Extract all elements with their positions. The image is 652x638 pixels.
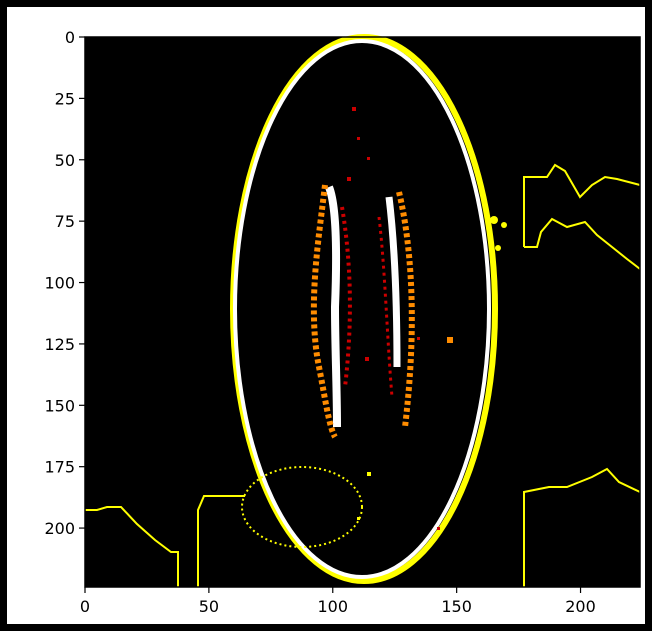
right-mid-trace-b xyxy=(524,217,641,270)
x-tick-label: 0 xyxy=(80,597,90,616)
dot xyxy=(501,222,507,228)
dot xyxy=(490,216,498,224)
left-trace-line xyxy=(85,506,179,587)
left-trace-step xyxy=(197,495,245,587)
cluster-bottom-left xyxy=(241,466,363,548)
y-tick-label: 100 xyxy=(44,274,75,293)
figure: 0 50 100 150 200 0 25 50 75 100 125 150 175 200 xyxy=(44,28,641,616)
y-tick-label: 150 xyxy=(44,396,75,415)
y-tick-label: 175 xyxy=(44,458,75,477)
y-tick-label: 25 xyxy=(55,89,75,108)
x-tick-label: 150 xyxy=(441,597,472,616)
dot xyxy=(495,245,501,251)
axes-frame xyxy=(84,36,641,588)
image-background xyxy=(85,37,640,587)
inner-right-structure xyxy=(377,191,415,428)
x-tick-label: 100 xyxy=(317,597,348,616)
y-tick-label: 200 xyxy=(44,519,75,538)
x-tick-label: 50 xyxy=(199,597,219,616)
y-tick-label: 50 xyxy=(55,151,75,170)
y-axis: 0 25 50 75 100 125 150 175 200 xyxy=(44,28,85,538)
x-axis: 0 50 100 150 200 xyxy=(80,587,596,616)
heatmap-image xyxy=(85,34,641,587)
x-tick-label: 200 xyxy=(565,597,596,616)
y-tick-label: 75 xyxy=(55,212,75,231)
right-upper-trace-line xyxy=(523,467,641,587)
inner-left-structure xyxy=(310,184,352,439)
right-mid-trace-a xyxy=(523,163,641,247)
y-tick-label: 125 xyxy=(44,335,75,354)
outer-ring-white xyxy=(233,39,491,579)
y-tick-label: 0 xyxy=(65,28,75,47)
scattered-specks xyxy=(347,107,453,530)
